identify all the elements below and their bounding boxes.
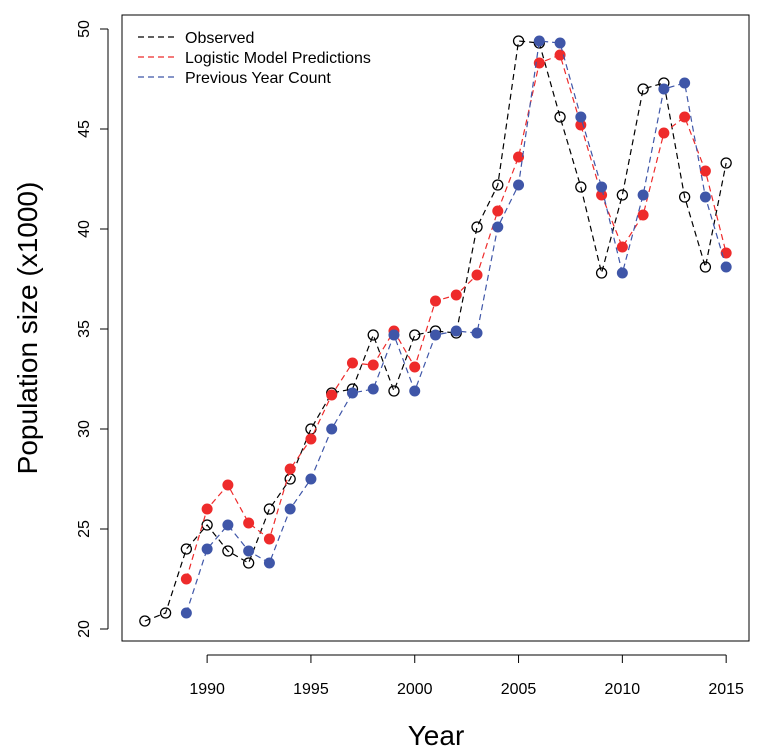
y-tick-label: 45 [76, 120, 93, 138]
data-point-2 [658, 127, 670, 139]
data-point-1 [367, 329, 379, 341]
data-point-3 [616, 267, 628, 279]
data-point-1 [242, 557, 255, 569]
y-tick-label: 35 [76, 320, 93, 338]
data-point-1 [139, 615, 151, 627]
data-point-1 [492, 179, 504, 191]
data-point-3 [243, 545, 255, 557]
data-point-1 [159, 607, 172, 619]
data-point-3 [699, 191, 711, 203]
data-point-1 [554, 111, 566, 123]
data-point-2 [222, 479, 234, 491]
x-axis: 1990 1995 2000 2005 2010 2015 [189, 654, 744, 698]
data-point-3 [471, 327, 483, 339]
plot-frame [121, 14, 750, 642]
y-axis-title: Population size (x1000) [12, 182, 43, 475]
data-point-3 [430, 329, 441, 341]
series-line-2 [185, 54, 727, 580]
data-point-3 [450, 325, 462, 337]
data-point-2 [492, 205, 504, 217]
data-point-3 [596, 181, 608, 193]
data-point-2 [471, 269, 483, 281]
data-point-2 [637, 209, 649, 221]
data-point-2 [367, 359, 379, 371]
y-tick-label: 50 [76, 20, 93, 38]
data-point-2 [263, 533, 275, 545]
data-point-3 [513, 179, 525, 191]
data-point-3 [554, 37, 566, 49]
x-tick-label: 2015 [708, 681, 744, 698]
data-point-1 [699, 261, 712, 273]
data-point-2 [533, 57, 545, 69]
data-point-1 [678, 191, 691, 203]
data-point-2 [326, 389, 338, 401]
series-layer [139, 35, 732, 627]
data-point-1 [575, 181, 587, 193]
data-point-2 [430, 295, 441, 307]
data-point-3 [201, 543, 213, 555]
y-tick-label: 20 [76, 620, 93, 638]
data-point-2 [180, 573, 192, 585]
data-point-2 [596, 189, 608, 201]
data-point-1 [595, 267, 608, 279]
x-tick-label: 2005 [501, 681, 537, 698]
y-tick-label: 40 [76, 220, 93, 238]
data-point-3 [263, 557, 275, 569]
data-point-2 [243, 517, 255, 529]
data-point-3 [305, 473, 317, 485]
y-tick-label: 25 [76, 520, 93, 538]
y-tick-label: 30 [76, 420, 93, 438]
data-point-1 [201, 519, 213, 531]
x-tick-label: 2000 [397, 681, 433, 698]
legend-label: Logistic Model Predictions [185, 50, 371, 67]
data-point-1 [409, 329, 421, 341]
data-point-2 [409, 361, 421, 373]
data-point-2 [513, 151, 525, 163]
data-point-2 [616, 241, 628, 253]
data-point-3 [720, 261, 732, 273]
data-point-1 [512, 35, 525, 47]
data-point-3 [637, 189, 649, 201]
data-point-3 [326, 423, 338, 435]
data-point-3 [388, 329, 400, 341]
y-axis: 20 25 30 35 40 45 50 [76, 20, 109, 638]
x-axis-title: Year [408, 720, 465, 751]
legend-label: Previous Year Count [185, 70, 331, 87]
data-point-2 [450, 289, 462, 301]
data-point-2 [201, 503, 213, 515]
legend: Observed Logistic Model Predictions Previo… [138, 30, 371, 87]
data-point-2 [699, 165, 711, 177]
data-point-2 [305, 433, 317, 445]
legend-label: Observed [185, 30, 254, 47]
data-point-1 [222, 545, 234, 557]
data-point-3 [679, 77, 691, 89]
x-tick-label: 1990 [189, 681, 225, 698]
data-point-3 [409, 385, 421, 397]
data-point-2 [284, 463, 296, 475]
series-line-1 [144, 40, 727, 622]
data-point-1 [471, 221, 483, 233]
data-point-1 [616, 189, 629, 201]
data-point-3 [367, 383, 379, 395]
x-tick-label: 2010 [605, 681, 641, 698]
data-point-1 [720, 157, 732, 169]
data-point-1 [180, 543, 193, 555]
data-point-2 [554, 49, 566, 61]
data-point-3 [575, 111, 587, 123]
data-point-3 [284, 503, 296, 515]
data-point-1 [263, 503, 276, 515]
x-tick-label: 1995 [293, 681, 329, 698]
data-point-3 [658, 83, 670, 95]
data-point-2 [346, 357, 358, 369]
data-point-3 [533, 35, 545, 47]
data-point-1 [637, 83, 649, 95]
data-point-3 [346, 387, 358, 399]
data-point-2 [679, 111, 691, 123]
data-point-3 [492, 221, 504, 233]
data-point-3 [180, 607, 192, 619]
data-point-1 [388, 385, 400, 397]
data-point-3 [222, 519, 234, 531]
